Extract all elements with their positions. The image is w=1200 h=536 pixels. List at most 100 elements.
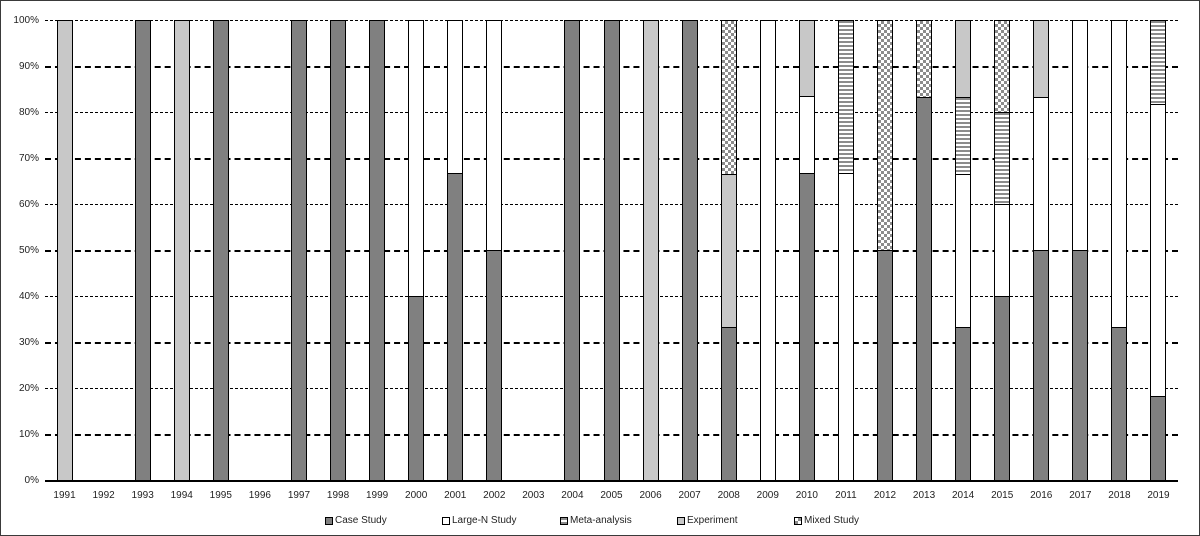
bar-2012 xyxy=(876,20,893,481)
legend-item: Meta-analysis xyxy=(560,515,632,526)
legend-swatch-icon xyxy=(794,516,802,525)
x-tick-label: 2009 xyxy=(756,490,779,501)
x-tick-label: 2013 xyxy=(912,490,936,501)
bar-segment-large-n-study xyxy=(1072,20,1089,251)
bar-segment-case-study xyxy=(1033,250,1050,481)
bar-segment-large-n-study xyxy=(994,204,1011,297)
bar-segment-large-n-study xyxy=(1111,20,1128,328)
bar-segment-case-study xyxy=(1111,326,1128,481)
bar-segment-mixed-study xyxy=(720,20,737,175)
bar-1994 xyxy=(173,20,190,481)
bar-segment-meta-analysis xyxy=(994,112,1011,205)
bar-segment-meta-analysis xyxy=(1150,20,1167,105)
bar-segment-mixed-study xyxy=(916,20,933,98)
y-tick-label: 90% xyxy=(18,61,39,72)
bar-segment-experiment xyxy=(642,20,659,481)
bar-segment-experiment xyxy=(798,19,815,98)
legend-label: Experiment xyxy=(687,515,738,526)
bar-2001 xyxy=(447,20,464,481)
bar-2017 xyxy=(1072,20,1089,481)
bar-2010 xyxy=(798,19,815,481)
bar-segment-case-study xyxy=(994,296,1011,481)
y-tick-label: 60% xyxy=(18,199,39,210)
x-tick-label: 1997 xyxy=(287,490,311,501)
x-tick-label: 2004 xyxy=(561,490,584,501)
bar-segment-large-n-study xyxy=(955,173,972,328)
legend: Case Study Large-N Study Meta-analysis Expe… xyxy=(1,515,1200,529)
bar-segment-case-study xyxy=(408,296,425,481)
bar-1996 xyxy=(252,21,268,481)
x-tick-label: 1993 xyxy=(131,490,154,501)
bar-segment-large-n-study xyxy=(408,20,425,297)
x-tick-label: 1999 xyxy=(365,490,389,501)
y-tick-label: 30% xyxy=(18,337,39,348)
y-tick-label: 100% xyxy=(13,15,39,26)
bar-2007 xyxy=(681,20,698,481)
bar-segment-case-study xyxy=(798,173,815,481)
legend-swatch-icon xyxy=(677,516,685,525)
bar-segment-experiment xyxy=(955,20,972,98)
bar-segment-case-study xyxy=(330,20,347,481)
bar-segment-case-study xyxy=(1072,250,1089,481)
x-tick-label: 2011 xyxy=(835,490,857,501)
bar-2019 xyxy=(1150,20,1167,481)
bar-segment-meta-analysis xyxy=(837,20,854,175)
legend-item: Experiment xyxy=(677,515,738,526)
bar-2016 xyxy=(1033,20,1050,481)
bar-segment-large-n-study xyxy=(447,20,464,175)
x-tick-label: 2016 xyxy=(1030,490,1053,501)
legend-item: Large-N Study xyxy=(442,515,516,526)
bar-2014 xyxy=(955,20,972,481)
x-tick-label: 2014 xyxy=(951,490,975,501)
bar-1993 xyxy=(134,20,151,481)
x-tick-label: 2012 xyxy=(873,490,897,501)
bar-segment-large-n-study xyxy=(1150,103,1167,398)
x-tick-label: 2018 xyxy=(1108,490,1131,501)
x-tick-label: 1991 xyxy=(53,490,76,501)
x-tick-label: 1995 xyxy=(209,490,232,501)
legend-swatch-icon xyxy=(442,516,450,525)
bar-segment-case-study xyxy=(681,20,698,481)
legend-swatch-icon xyxy=(560,516,568,525)
bar-2002 xyxy=(486,20,503,481)
bar-segment-case-study xyxy=(486,250,503,481)
bar-segment-mixed-study xyxy=(994,20,1011,113)
bar-segment-mixed-study xyxy=(876,20,893,251)
bar-2006 xyxy=(642,20,659,481)
bar-2011 xyxy=(837,20,854,481)
bar-segment-case-study xyxy=(290,20,307,481)
y-tick-label: 20% xyxy=(18,383,39,394)
x-tick-label: 1992 xyxy=(92,490,115,501)
bar-2015 xyxy=(994,20,1011,481)
bar-segment-experiment xyxy=(56,20,73,481)
x-tick-label: 2019 xyxy=(1147,490,1170,501)
x-tick-label: 2005 xyxy=(600,490,623,501)
bar-segment-case-study xyxy=(720,326,737,481)
x-tick-label: 2001 xyxy=(444,490,467,501)
x-tick-label: 1998 xyxy=(326,490,350,501)
bar-2018 xyxy=(1111,20,1128,481)
bar-2003 xyxy=(525,21,541,481)
x-tick-label: 1994 xyxy=(170,490,193,501)
y-tick-label: 40% xyxy=(18,291,39,302)
legend-swatch-icon xyxy=(325,516,333,525)
bar-segment-large-n-study xyxy=(759,20,776,481)
bar-1992 xyxy=(96,21,112,481)
bar-segment-case-study xyxy=(916,96,933,481)
bar-segment-large-n-study xyxy=(837,173,854,481)
bar-2008 xyxy=(720,20,737,481)
y-tick-label: 50% xyxy=(18,245,39,256)
x-axis-line xyxy=(45,480,1178,482)
y-tick-label: 10% xyxy=(18,429,39,440)
legend-item: Case Study xyxy=(325,515,387,526)
x-tick-label: 2003 xyxy=(522,490,545,501)
bar-2009 xyxy=(759,20,776,481)
x-tick-label: 2007 xyxy=(678,490,701,501)
x-tick-label: 1996 xyxy=(248,490,271,501)
x-tick-label: 2010 xyxy=(795,490,818,501)
bar-1997 xyxy=(290,20,307,481)
bar-2013 xyxy=(916,20,933,481)
legend-label: Meta-analysis xyxy=(570,515,632,526)
x-tick-label: 2008 xyxy=(717,490,740,501)
